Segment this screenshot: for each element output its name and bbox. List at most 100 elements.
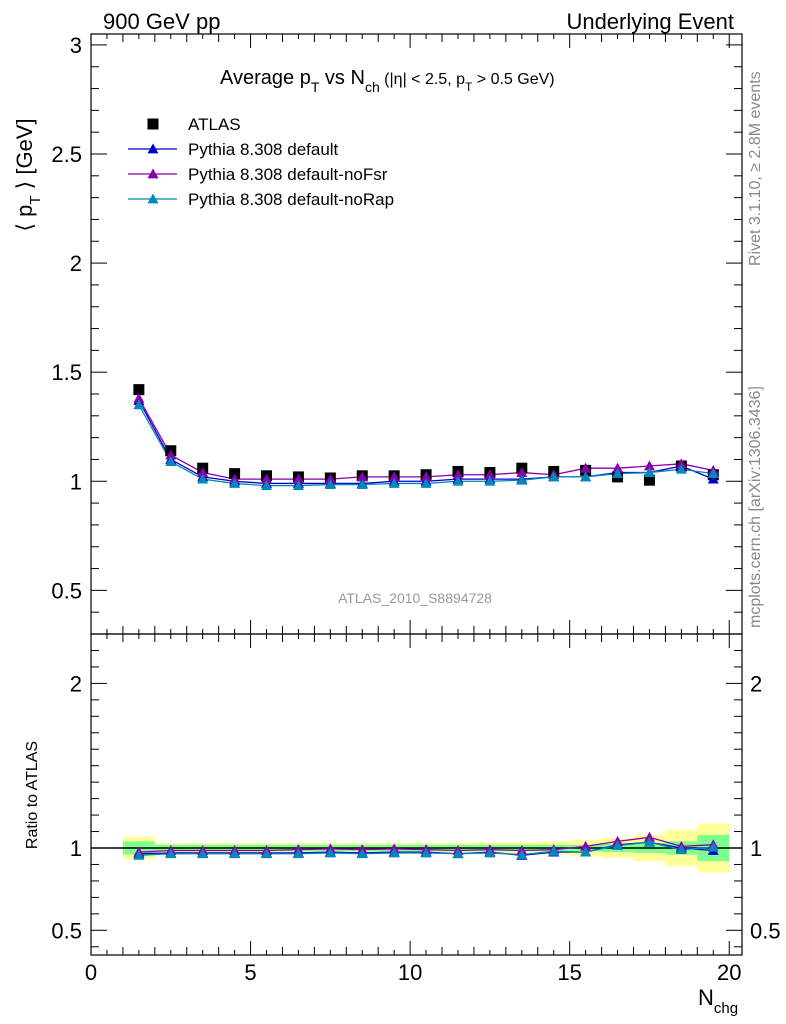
ratio-marker [197,848,209,859]
ratio-y-tick-label-right: 0.5 [750,918,781,943]
series-marker [356,479,368,489]
ratio-series-lines [133,831,719,860]
ratio-panel-frame [90,633,743,956]
ratio-y-axis-label: Ratio to ATLAS [24,741,41,849]
legend-marker [147,193,159,204]
data-point-atlas [133,384,145,396]
series-marker [643,467,655,477]
ratio-marker [516,849,528,859]
ratio-marker [229,848,241,859]
x-axis: 0 5 10 15 20 [85,34,741,985]
x-tick-label: 10 [398,960,422,985]
main-y-tick-label: 3 [70,33,82,58]
series-marker [261,473,273,484]
legend-marker [147,168,159,179]
series-marker [356,471,368,482]
series-marker [675,463,687,474]
ratio-y-tick-label-right: 2 [750,671,762,696]
ratio-marker [580,846,592,857]
legend-label-atlas: ATLAS [188,115,241,134]
ratio-marker [452,848,464,859]
legend-marker-atlas [147,118,159,130]
ratio-y-tick-label-left: 0.5 [51,918,82,943]
ratio-marker [165,848,177,859]
ratio-marker [643,836,655,847]
series-marker [707,473,719,484]
series-marker [229,477,241,488]
data-point-atlas [643,474,655,486]
ratio-marker [324,847,336,858]
x-tick-label: 15 [557,960,581,985]
ratio-marker [420,847,432,858]
series-marker [612,468,624,479]
series-marker [324,473,336,484]
header-process-label: Underlying Event [566,9,734,34]
mcplots-label: mcplots.cern.ch [arXiv:1306.3436] [747,386,764,628]
series-marker [133,392,145,403]
main-y-tick-label: 0.5 [51,578,82,603]
series-marker [133,399,145,410]
series-marker [165,456,177,467]
legend-marker [147,143,159,154]
series-marker [420,477,432,488]
legend: ATLAS Pythia 8.308 default Pythia 8.308 de… [128,115,394,209]
ratio-marker [707,841,719,852]
series-marker [388,471,400,482]
ratio-y-tick-label-right: 1 [750,836,762,861]
x-tick-label: 0 [85,960,97,985]
series-marker [580,462,592,473]
series-marker [388,477,400,488]
series-marker [707,468,719,479]
ratio-uncertainty-bands [91,823,742,873]
series-marker [452,475,464,486]
main-markers [133,384,719,491]
main-y-tick-label: 2 [70,251,82,276]
series-marker [612,462,624,473]
ratio-marker [612,840,624,850]
ratio-marker [292,848,304,859]
main-y-tick-label: 1.5 [51,360,82,385]
series-marker [197,473,209,484]
x-axis-label: Nchg [698,985,738,1017]
main-y-axis-label: ⟨ pT ⟩ [GeV] [12,118,44,231]
series-marker [516,474,528,485]
ratio-marker [356,848,368,859]
series-marker [484,475,496,486]
main-y-tick-label: 1 [70,469,82,494]
series-marker [420,471,432,482]
ratio-y-tick-label-left: 1 [70,836,82,861]
legend-label: Pythia 8.308 default [188,140,339,159]
series-marker [580,471,592,482]
series-marker [324,479,336,489]
series-marker [197,467,209,477]
series-marker [484,469,496,480]
series-marker [292,473,304,484]
rivet-version-label: Rivet 3.1.10, ≥ 2.8M events [747,71,764,266]
ratio-y-tick-label-left: 2 [70,671,82,696]
ratio-marker [484,847,496,858]
series-marker [548,471,560,482]
series-marker [292,480,304,491]
series-line [138,398,714,480]
ratio-marker [261,848,273,859]
main-y-tick-label: 2.5 [51,142,82,167]
header-collision-label: 900 GeV pp [103,9,220,34]
ratio-marker [133,849,145,860]
series-marker [452,469,464,480]
chart-title: Average pT vs Nch (|η| < 2.5, pT > 0.5 G… [220,67,555,95]
ratio-marker [675,844,687,855]
main-y-axis: 0.5 1 1.5 2 2.5 3 [51,33,742,613]
x-tick-label: 5 [244,960,256,985]
series-marker [675,458,687,469]
legend-label: Pythia 8.308 default-noRap [188,190,394,209]
series-marker [261,480,273,491]
series-marker [165,449,177,460]
x-tick-label: 20 [717,960,741,985]
ratio-marker [580,840,592,851]
analysis-label: ATLAS_2010_S8894728 [338,590,492,606]
series-marker [516,467,528,477]
ratio-y-axis: 0.5 0.5 1 1 2 2 [51,649,781,948]
series-marker [643,460,655,471]
ratio-marker [548,845,560,856]
